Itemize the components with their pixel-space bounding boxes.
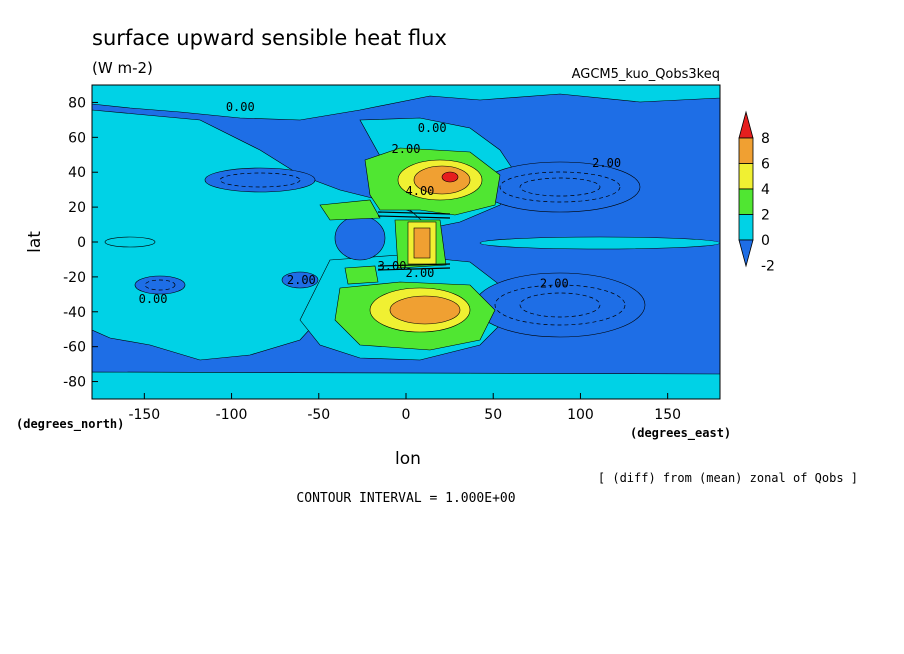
y-tick-label: 80: [68, 95, 86, 111]
negative-contour-4: [219, 172, 301, 188]
colorbar-label: 8: [761, 131, 770, 147]
contour-fill-cyan-north-band: [92, 85, 720, 121]
x-tick-label: 50: [484, 407, 502, 423]
contour-fill-orange-south: [389, 295, 461, 325]
run-label: AGCM5_kuo_Qobs3keq: [572, 67, 720, 82]
chart-units: (W m-2): [92, 59, 153, 77]
x-tick-label: -50: [307, 407, 330, 423]
contour-label-9: 0.00: [139, 292, 168, 306]
y-axis: 80 60 40 20 0 -20 -40 -60 -80: [63, 95, 98, 391]
colorbar-label: -2: [761, 259, 775, 275]
colorbar-arrow-bottom: [738, 239, 754, 268]
y-tick-label: -60: [63, 340, 86, 356]
gradient-contour-0: [377, 211, 451, 215]
contour-label-7: 2.00: [406, 266, 435, 280]
contour-label-0: 0.00: [226, 100, 255, 114]
colorbar-segment: [738, 214, 754, 241]
contour-label-5: 2.00: [287, 273, 316, 287]
contour-fill-cyan-equator-west: [104, 236, 156, 248]
contour-fill-blue-patch-center: [334, 215, 386, 261]
colorbar-segment: [738, 137, 754, 164]
y-tick-label: 40: [68, 165, 86, 181]
colorbar-label: 0: [761, 233, 770, 249]
y-tick-label: 60: [68, 130, 86, 146]
contour-fill-green-north-west: [319, 199, 381, 221]
footer-note: [ (diff) from (mean) zonal of Qobs ]: [598, 471, 858, 485]
contour-fill-orange-north: [413, 165, 471, 195]
x-axis-title: lon: [395, 449, 421, 469]
contour-label-3: 2.00: [592, 156, 621, 170]
x-tick-label: -100: [216, 407, 248, 423]
contour-label-8: 2.00: [540, 276, 569, 290]
x-axis: -150 -100 -50 0 50 100 150: [128, 393, 681, 423]
contour-label-6: 3.00: [378, 259, 407, 273]
y-tick-label: 20: [68, 200, 86, 216]
colorbar: 8 6 4 2 0 -2: [738, 110, 775, 275]
y-tick-label: 0: [77, 235, 86, 251]
y-tick-label: -80: [63, 375, 86, 391]
contour-label-4: 4.00: [406, 184, 435, 198]
contour-fill-red-peak: [441, 171, 459, 183]
contour-label-2: 2.00: [392, 142, 421, 156]
contour-fill-cyan-equator-streak: [479, 236, 720, 250]
plot-field: 0.000.002.002.004.002.003.00 2.002.000.00: [92, 85, 720, 399]
x-axis-units: (degrees_east): [630, 426, 731, 441]
colorbar-label: 2: [761, 208, 770, 224]
x-tick-label: 0: [402, 407, 411, 423]
colorbar-segment: [738, 188, 754, 215]
gradient-contour-2: [377, 263, 451, 267]
negative-contour-1: [519, 177, 601, 197]
colorbar-segment: [738, 163, 754, 190]
chart-title: surface upward sensible heat flux: [92, 26, 447, 50]
colorbar-label: 6: [761, 157, 770, 173]
negative-contour-0: [499, 171, 621, 203]
y-axis-title: lat: [25, 231, 45, 253]
contour-fill-green-south-west: [344, 265, 379, 285]
x-tick-label: -150: [128, 407, 160, 423]
gradient-contour-3: [377, 267, 451, 271]
contour-interval: CONTOUR INTERVAL = 1.000E+00: [296, 491, 515, 506]
x-tick-label: 150: [654, 407, 681, 423]
contour-fill-orange-equator: [413, 227, 431, 259]
negative-contour-2: [494, 284, 626, 326]
y-tick-label: -40: [63, 305, 86, 321]
contour-fill-blue-patch-sw2: [281, 271, 319, 289]
contour-fill-blue-patch-nw: [204, 167, 316, 193]
y-axis-units: (degrees_north): [16, 417, 124, 432]
field-contours: 0.000.002.002.004.002.003.00 2.002.000.00: [92, 85, 720, 399]
contour-label-1: 0.00: [418, 121, 447, 135]
contour-fill-cyan-south-edge: [92, 371, 720, 399]
contour-fill-blue-patch-sw1: [134, 275, 186, 295]
negative-contour-5: [144, 279, 176, 291]
gradient-contour-1: [377, 215, 451, 219]
y-tick-label: -20: [63, 270, 86, 286]
negative-contour-3: [519, 292, 601, 318]
colorbar-label: 4: [761, 182, 770, 198]
colorbar-arrow-top: [738, 110, 754, 139]
x-tick-label: 100: [567, 407, 594, 423]
